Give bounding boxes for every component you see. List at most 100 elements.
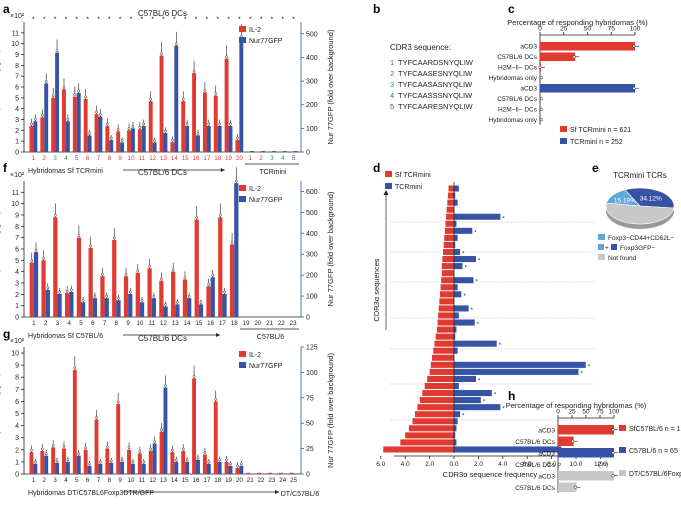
- bar-il2: [83, 98, 88, 152]
- y-tick-label: aCD3: [520, 44, 537, 51]
- y-tick-label-left: 6: [15, 247, 19, 254]
- y-tick-label: C57BL/6 DCs: [515, 439, 555, 446]
- group-label-control: TCRmini: [259, 169, 287, 176]
- replicate-dot: [211, 273, 215, 277]
- bar-nur77: [198, 304, 204, 317]
- replicate-dot: [88, 462, 91, 466]
- y-tick-label-left: 7: [15, 74, 19, 81]
- y-tick-label-left: 9: [15, 213, 19, 220]
- y-tick-label-right: 400: [306, 55, 318, 62]
- replicate-dot: [46, 286, 50, 290]
- bar-il2: [127, 449, 131, 474]
- bar-nur77: [98, 463, 103, 474]
- significance-star: *: [474, 230, 477, 236]
- significance-star: *: [260, 17, 263, 24]
- bar-tcrmini: [454, 312, 459, 319]
- x-tick-label: 4: [64, 477, 68, 484]
- bar-sf-tcrmini: [439, 298, 454, 305]
- legend-label: SfC57BL/6 n = 121: [629, 426, 681, 433]
- replicate-dot: [192, 375, 196, 378]
- replicate-dot: [99, 460, 102, 464]
- x-tick-label: 5: [79, 320, 83, 327]
- replicate-dot: [573, 485, 578, 489]
- y-axis-label-right: Nur 77GFP (fold over background): [326, 353, 335, 468]
- replicate-dot: [152, 294, 156, 298]
- replicate-dot: [40, 113, 44, 117]
- x-tick-label: 20: [254, 320, 261, 327]
- y-tick-label-right: 100: [306, 294, 318, 301]
- bar-nur77: [98, 116, 103, 152]
- bar-sf-tcrmini: [446, 213, 454, 220]
- y-tick-label-right: 0: [306, 472, 310, 479]
- x-tick-label: 19: [243, 320, 250, 327]
- x-tick-label: 17: [219, 320, 226, 327]
- y-tick-label-right: 100: [306, 126, 318, 133]
- significance-star: *: [216, 17, 219, 24]
- bar-nur77: [152, 443, 157, 474]
- panel-f-chart: C57BL/6 DCs×10²01234567891011IL-2 produc…: [0, 167, 335, 341]
- x-tick-label: 4: [281, 155, 285, 162]
- bar-nur77: [44, 83, 49, 152]
- x-tick-label: 16: [193, 477, 200, 484]
- replicate-dot: [164, 129, 167, 133]
- bar: [540, 42, 635, 51]
- bar-il2: [64, 293, 70, 317]
- x-tick-label: 50: [582, 409, 590, 416]
- bar: [540, 84, 635, 93]
- bar-sf-tcrmini: [433, 347, 454, 354]
- replicate-dot: [148, 264, 151, 268]
- cdr3-title: CDR3 sequence:: [390, 43, 451, 52]
- x-tick-label: 21: [247, 477, 254, 484]
- bar-nur77: [175, 304, 180, 317]
- x-tick-label: 11: [148, 320, 155, 327]
- replicate-dot: [142, 460, 146, 464]
- legend-swatch-il2: [239, 351, 246, 357]
- x-tick-label: 15: [182, 477, 189, 484]
- legend-swatch-il2: [239, 26, 246, 32]
- significance-star: *: [119, 17, 122, 24]
- replicate-dot: [95, 110, 98, 114]
- group-arrow-head: [216, 333, 221, 337]
- replicate-dot: [203, 89, 207, 92]
- y-tick-label-right: 500: [306, 210, 318, 217]
- x-tick-label: 24: [279, 477, 286, 484]
- bar-sf-tcrmini: [422, 390, 454, 397]
- chart-title: C57BL/6 DCs: [138, 168, 187, 177]
- y-tick-label: aCD3: [538, 427, 555, 434]
- y-axis-arrow-head: [383, 190, 389, 195]
- bar-il2: [123, 276, 129, 317]
- replicate-dot: [109, 459, 113, 463]
- bar-nur77: [33, 121, 38, 152]
- replicate-dot: [136, 269, 140, 273]
- y-tick-label-right: 75: [306, 395, 314, 402]
- replicate-dot: [199, 301, 203, 304]
- legend-label-il2: IL-2: [249, 186, 261, 193]
- bar-sf-tcrmini: [444, 227, 454, 234]
- bar-sf-tcrmini: [447, 199, 454, 206]
- significance-star: *: [580, 371, 583, 377]
- y-tick-label-left: 1: [15, 139, 19, 146]
- replicate-dot: [55, 49, 59, 53]
- bar-nur77: [228, 465, 233, 474]
- bar-il2: [53, 217, 58, 317]
- replicate-dot: [116, 128, 120, 131]
- legend-label-tcr: TCRmini: [395, 184, 423, 191]
- y-tick-label: C57BL/6 DCs: [497, 54, 537, 61]
- legend-swatch: [598, 234, 605, 240]
- bar-il2: [29, 452, 34, 474]
- bar-tcrmini: [454, 425, 457, 432]
- bar-sf-tcrmini: [408, 425, 454, 432]
- replicate-dot: [538, 65, 542, 69]
- replicate-dot: [105, 294, 109, 298]
- significance-star: *: [476, 280, 479, 286]
- bar: [558, 471, 614, 481]
- replicate-dot: [183, 276, 187, 279]
- group-label-hybridomas: Hybridomas Sf C57BL/6: [28, 333, 103, 340]
- x-tick-label: 22: [258, 477, 265, 484]
- y-tick-label-left: 8: [15, 224, 19, 231]
- x-tick-label: 25: [560, 26, 568, 33]
- bar-nur77: [239, 38, 244, 152]
- bar-tcrmini: [454, 411, 461, 418]
- bar-il2: [94, 114, 99, 152]
- x-tick-label: 2: [259, 155, 263, 162]
